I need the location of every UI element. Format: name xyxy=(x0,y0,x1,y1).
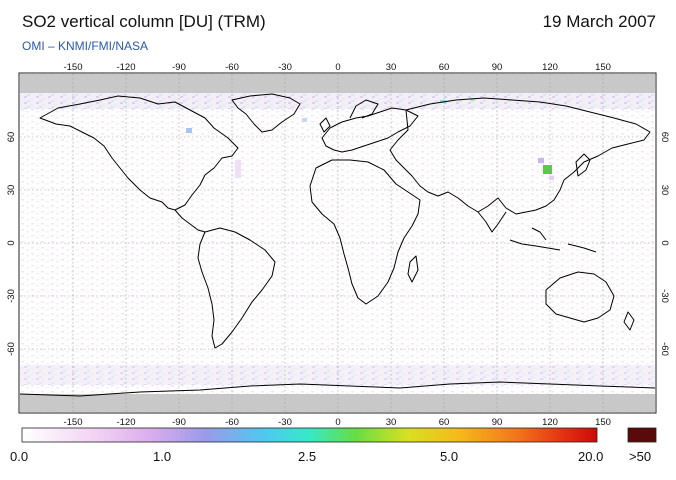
japan-outline xyxy=(575,153,591,177)
so2-hotspot-east-asia xyxy=(543,165,552,174)
lat-label-right: 60 xyxy=(659,132,670,143)
colorbar-label-0: 0.0 xyxy=(10,449,29,464)
lat-label-left: -60 xyxy=(6,342,17,356)
lon-label-top: 90 xyxy=(492,62,503,73)
lon-label-top: -90 xyxy=(172,62,186,73)
lon-label-bottom: 90 xyxy=(492,417,503,428)
lat-label-right: 30 xyxy=(659,185,670,196)
antarctica-outline xyxy=(19,381,656,397)
lat-label-right: -30 xyxy=(659,289,670,303)
right-latitude-labels: 60 30 0 -30 -60 xyxy=(659,132,670,356)
colorbar xyxy=(21,427,598,443)
lon-label-top: -150 xyxy=(63,62,82,73)
lon-label-bottom: 150 xyxy=(595,417,611,428)
coastlines xyxy=(19,93,656,397)
lon-label-bottom: 60 xyxy=(439,417,450,428)
bottom-longitude-labels: -150 -120 -90 -60 -30 0 30 60 90 120 150 xyxy=(63,417,610,428)
colorbar-label-4: 20.0 xyxy=(578,449,604,464)
colorbar-label-2: 2.5 xyxy=(298,449,317,464)
lon-label-bottom: -60 xyxy=(225,417,239,428)
lat-label-left: 0 xyxy=(6,240,17,245)
lat-label-right: -60 xyxy=(659,342,670,356)
lon-label-top: -30 xyxy=(278,62,292,73)
lat-label-left: 30 xyxy=(6,185,17,196)
greenland-outline xyxy=(231,93,301,133)
lat-label-left: -30 xyxy=(6,289,17,303)
north-no-data-band xyxy=(20,74,655,93)
lon-label-bottom: 0 xyxy=(335,417,340,428)
lon-label-bottom: -120 xyxy=(116,417,135,428)
lon-label-top: -120 xyxy=(116,62,135,73)
south-america-outline xyxy=(197,227,276,349)
north-america-outline xyxy=(39,95,239,211)
left-latitude-labels: 60 30 0 -30 -60 xyxy=(6,132,17,356)
lon-label-top: -60 xyxy=(225,62,239,73)
lon-label-top: 120 xyxy=(542,62,558,73)
lon-label-top: 30 xyxy=(386,62,397,73)
lat-label-right: 0 xyxy=(659,240,670,245)
map-date: 19 March 2007 xyxy=(542,12,656,31)
lat-label-left: 60 xyxy=(6,132,17,143)
lon-label-bottom: -150 xyxy=(63,417,82,428)
lon-label-top: 150 xyxy=(595,62,611,73)
lon-label-bottom: 120 xyxy=(542,417,558,428)
australia-outline xyxy=(545,271,615,323)
data-credit: OMI – KNMI/FMI/NASA xyxy=(22,39,149,53)
europe-outline xyxy=(321,107,419,153)
lon-label-bottom: -30 xyxy=(278,417,292,428)
lon-label-top: 60 xyxy=(439,62,450,73)
lon-label-bottom: -90 xyxy=(172,417,186,428)
map-title: SO2 vertical column [DU] (TRM) xyxy=(22,12,266,31)
graticule xyxy=(20,74,655,412)
lon-label-top: 0 xyxy=(335,62,340,73)
africa-outline xyxy=(309,159,421,305)
lon-label-bottom: 30 xyxy=(386,417,397,428)
asia-outline xyxy=(389,97,651,215)
top-longitude-labels: -150 -120 -90 -60 -30 0 30 60 90 120 150 xyxy=(63,62,610,73)
south-noise-band xyxy=(20,365,655,385)
colorbar-label-1: 1.0 xyxy=(153,449,172,464)
north-noise-band xyxy=(20,93,655,109)
colorbar-label-3: 5.0 xyxy=(440,449,459,464)
colorbar-overflow-swatch xyxy=(627,427,657,443)
colorbar-overflow-label: >50 xyxy=(629,449,652,464)
south-no-data-band xyxy=(20,394,655,412)
